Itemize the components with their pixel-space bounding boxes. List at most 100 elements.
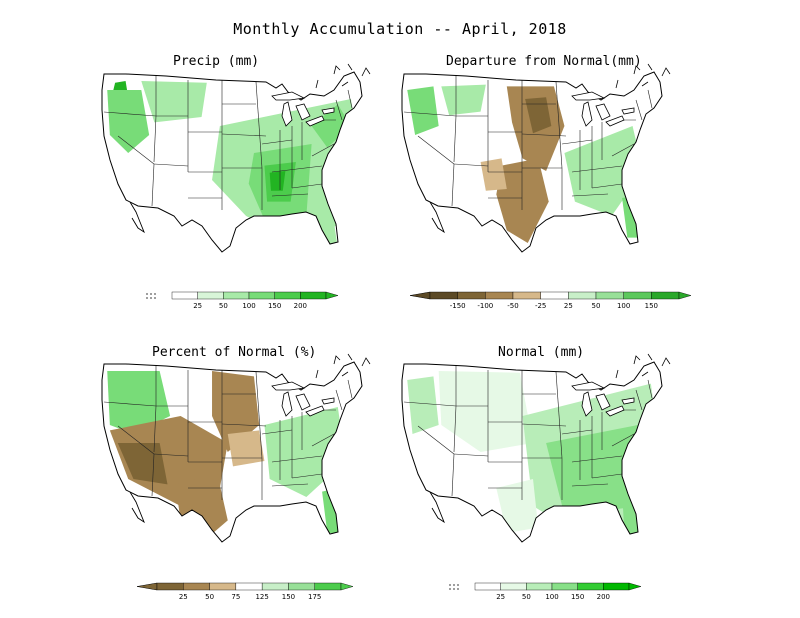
state-boundary	[261, 139, 293, 145]
state-boundary	[453, 405, 457, 453]
state-boundary	[451, 453, 455, 497]
state-boundary	[221, 133, 267, 137]
normal-shade-region	[407, 376, 439, 434]
colorbar-low-arrow	[136, 582, 158, 591]
colorbar-tick-label: 100	[242, 302, 255, 310]
normal-shade-region	[546, 425, 644, 515]
baja-coastline	[429, 491, 445, 524]
canada-coastline	[333, 355, 341, 365]
normal-map	[401, 353, 671, 543]
panel-title-percent: Percent of Normal (%)	[152, 345, 317, 360]
great-lake	[281, 391, 293, 417]
state-boundary	[611, 433, 635, 447]
colorbar-segment	[595, 291, 624, 300]
great-lake	[595, 393, 611, 411]
state-boundary	[271, 165, 323, 173]
percent-shade-region	[227, 430, 265, 467]
canada-coastline	[633, 65, 641, 75]
canada-coastline	[315, 369, 319, 379]
great-lake	[581, 391, 593, 417]
colorbar-tick-label: -50	[507, 302, 518, 310]
state-boundary	[291, 183, 323, 189]
state-boundary	[151, 163, 155, 207]
great-lake	[305, 405, 325, 417]
state-boundary	[153, 453, 189, 457]
colorbar-tick-label: -100	[477, 302, 493, 310]
colorbar-segment	[623, 291, 652, 300]
departure-shade-region	[441, 84, 486, 116]
state-boundary	[451, 163, 455, 207]
canada-coastline	[341, 371, 349, 377]
percent-shade-region	[117, 443, 168, 485]
state-boundary	[271, 193, 309, 197]
canada-coastline	[633, 355, 641, 365]
state-boundary	[571, 193, 609, 197]
canada-coastline	[661, 67, 671, 77]
state-boundary	[561, 139, 593, 145]
state-boundary	[555, 371, 563, 459]
colorbar-tick-label: 50	[219, 302, 228, 310]
colorbar-segment	[474, 582, 501, 591]
state-boundary	[103, 111, 157, 117]
great-lake	[271, 91, 306, 101]
colorbar-low-arrow	[409, 291, 431, 300]
colorbar-segment	[500, 582, 527, 591]
colorbar-tick-label: 25	[179, 593, 188, 601]
state-boundary	[571, 483, 609, 487]
state-boundary	[403, 401, 457, 407]
colorbar-segment	[197, 291, 224, 300]
colorbar-tick-label: 150	[268, 302, 281, 310]
departure-shade-region	[564, 126, 644, 216]
baja-coastline	[129, 491, 145, 524]
great-lake	[305, 115, 325, 127]
colorbar-segment	[651, 291, 680, 300]
colorbar-segment	[171, 291, 198, 300]
state-boundary	[335, 99, 343, 121]
colorbar-tick-label: 200	[294, 302, 307, 310]
canada-coastline	[315, 79, 319, 89]
precip-map	[101, 63, 371, 253]
colorbar-tick-label: 25	[496, 593, 505, 601]
great-lake	[581, 101, 593, 127]
state-boundary	[521, 423, 567, 427]
colorbar-high-arrow	[325, 291, 339, 300]
colorbar-high-arrow	[678, 291, 692, 300]
state-boundary	[635, 99, 643, 121]
great-lake	[295, 393, 311, 411]
canada-coastline	[641, 81, 649, 87]
state-boundary	[453, 453, 489, 457]
state-boundary	[571, 165, 623, 173]
departure-map	[401, 63, 671, 253]
canada-coastline	[341, 81, 349, 87]
state-boundary	[611, 143, 635, 157]
state-boundary	[417, 425, 455, 455]
precip-shade-region	[269, 171, 286, 191]
colorbar-tick-label: 200	[597, 593, 610, 601]
great-lake	[595, 103, 611, 121]
colorbar-tick-label: 175	[308, 593, 321, 601]
state-boundary	[453, 115, 457, 163]
departure-shade-region	[480, 158, 507, 191]
panel-title-normal: Normal (mm)	[498, 345, 585, 360]
colorbar-tick-label: 50	[592, 302, 601, 310]
panel-title-precip: Precip (mm)	[173, 54, 260, 69]
state-boundary	[571, 455, 623, 463]
state-boundary	[635, 389, 643, 411]
great-lake	[321, 107, 335, 115]
canada-coastline	[661, 357, 671, 367]
state-boundary	[151, 453, 155, 497]
canada-coastline	[333, 65, 341, 75]
colorbar-segment	[540, 291, 569, 300]
colorbar-segment	[568, 291, 597, 300]
colorbar-segment	[429, 291, 458, 300]
colorbar-segment	[314, 582, 342, 591]
colorbar-tick-label: 100	[617, 302, 630, 310]
great-lake	[295, 103, 311, 121]
state-boundary	[591, 183, 623, 189]
canada-coastline	[641, 371, 649, 377]
state-boundary	[221, 423, 267, 427]
colorbar-segment	[288, 582, 315, 591]
colorbar-tick-label: 150	[282, 593, 295, 601]
colorbar-segment	[223, 291, 250, 300]
great-lake	[281, 101, 293, 127]
